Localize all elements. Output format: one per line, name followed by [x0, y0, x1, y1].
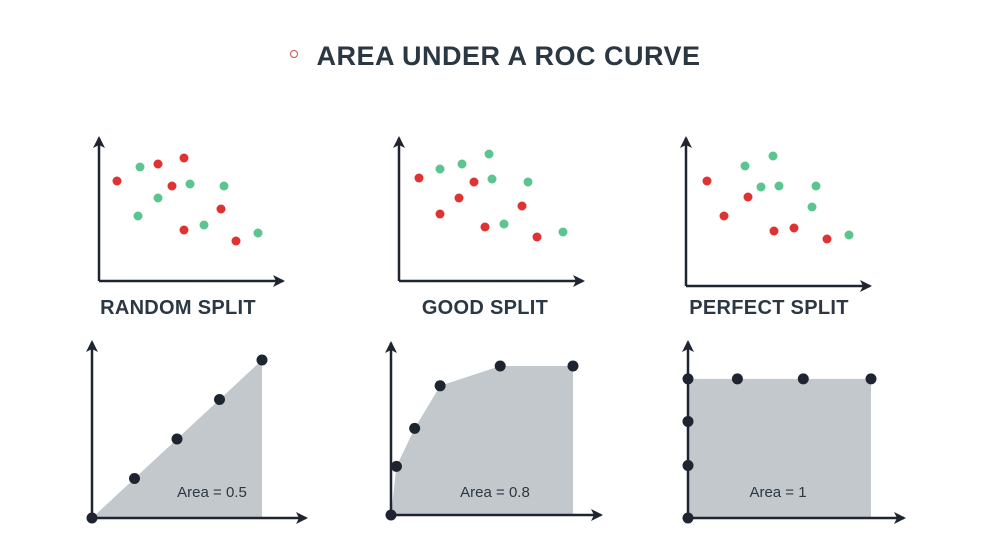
roc-point [256, 354, 268, 366]
roc-point [171, 433, 183, 445]
roc-point [494, 360, 506, 372]
area-label: Area = 0.5 [177, 484, 247, 501]
positive-point [499, 219, 509, 229]
negative-point [702, 176, 712, 186]
positive-point [135, 162, 145, 172]
scatter-panel-perfect: PERFECT SPLIT [680, 136, 872, 319]
positive-point [487, 174, 497, 184]
negative-point [435, 209, 445, 219]
positive-point [774, 181, 784, 191]
positive-point [153, 193, 163, 203]
positive-point [807, 202, 817, 212]
roc-point [390, 460, 402, 472]
roc-point [385, 509, 397, 521]
positive-point [811, 181, 821, 191]
negative-point [769, 226, 779, 236]
positive-point [768, 151, 778, 161]
split-label: PERFECT SPLIT [689, 297, 848, 319]
title-bullet-icon [290, 50, 299, 58]
scatter-points [414, 149, 568, 242]
positive-point [199, 220, 209, 230]
positive-point [558, 227, 568, 237]
roc-area [688, 378, 871, 518]
scatter-panel-random: RANDOM SPLIT [93, 136, 285, 319]
negative-point [153, 159, 163, 169]
positive-point [523, 177, 533, 187]
scatter-points [112, 153, 263, 246]
negative-point [719, 211, 729, 221]
roc-point [214, 394, 225, 405]
title-row: AREA UNDER A ROC CURVE [0, 36, 991, 76]
roc-point [865, 373, 877, 385]
roc-point [567, 360, 579, 372]
area-label: Area = 0.8 [460, 484, 530, 501]
positive-point [185, 179, 195, 189]
roc-point [682, 459, 694, 471]
roc-point [409, 422, 421, 434]
positive-point [756, 182, 766, 192]
negative-point [469, 177, 479, 187]
positive-point [219, 181, 229, 191]
roc-point [434, 380, 446, 392]
area-label: Area = 1 [749, 484, 806, 501]
negative-point [822, 234, 832, 244]
roc-point [682, 373, 694, 385]
negative-point [414, 173, 424, 183]
positive-point [844, 230, 854, 240]
negative-point [789, 223, 799, 233]
roc-point [731, 373, 743, 385]
roc-point [797, 373, 809, 385]
roc-panel-perfect: Area = 1 [682, 340, 906, 524]
negative-point [517, 201, 527, 211]
negative-point [480, 222, 490, 232]
roc-point [682, 512, 694, 524]
scatter-points [702, 151, 854, 244]
negative-point [454, 193, 464, 203]
split-label: GOOD SPLIT [422, 297, 548, 319]
negative-point [216, 204, 226, 214]
negative-point [167, 181, 177, 191]
roc-area [391, 366, 573, 515]
roc-point [682, 415, 694, 427]
negative-point [231, 236, 241, 246]
roc-point [129, 473, 140, 484]
negative-point [112, 176, 122, 186]
negative-point [743, 192, 753, 202]
roc-panel-good: Area = 0.8 [385, 341, 603, 521]
negative-point [179, 153, 189, 163]
roc-point [86, 512, 98, 524]
positive-point [484, 149, 494, 159]
positive-point [457, 159, 467, 169]
page-title: AREA UNDER A ROC CURVE [316, 40, 701, 71]
negative-point [532, 232, 542, 242]
positive-point [133, 211, 143, 221]
roc-panel-random: Area = 0.5 [86, 340, 308, 524]
positive-point [435, 164, 445, 174]
split-label: RANDOM SPLIT [100, 297, 256, 319]
negative-point [179, 225, 189, 235]
scatter-panel-good: GOOD SPLIT [393, 136, 585, 319]
positive-point [740, 161, 750, 171]
positive-point [253, 228, 263, 238]
